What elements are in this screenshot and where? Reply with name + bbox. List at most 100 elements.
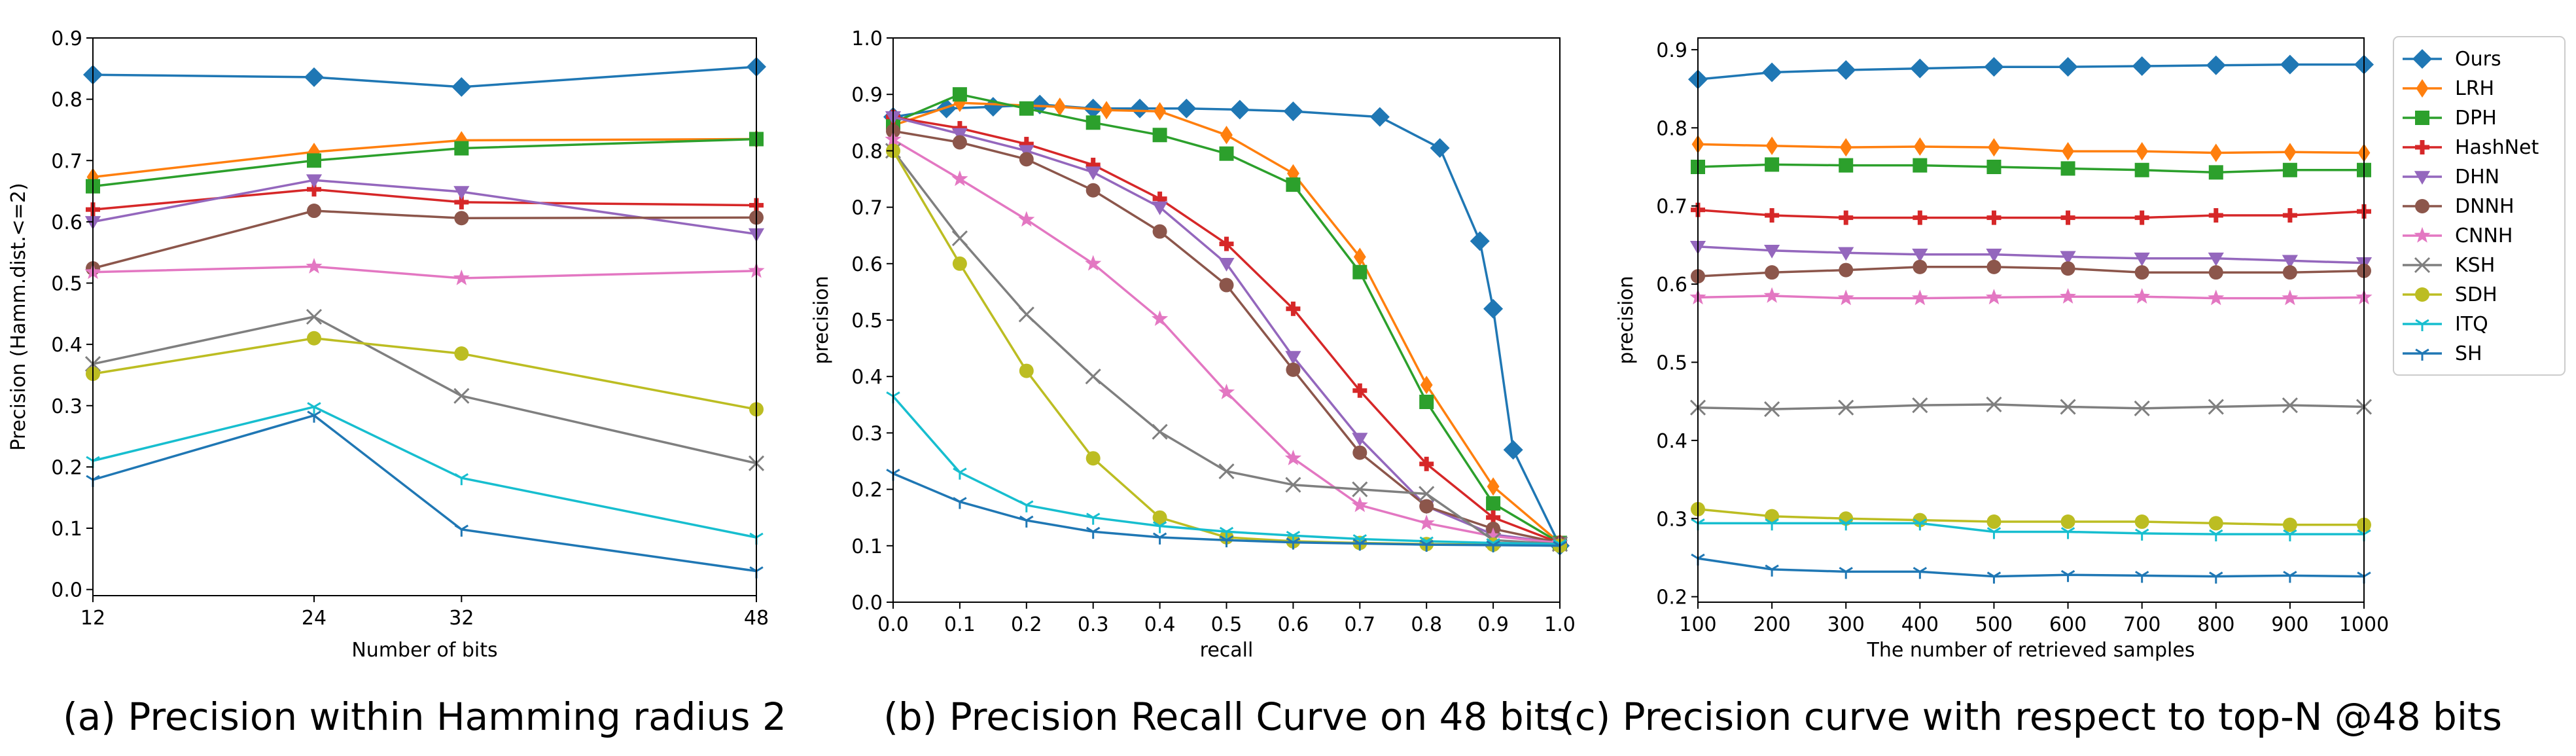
x-tick-label: 0.7	[1344, 613, 1375, 636]
marker-thin-diamond	[2416, 79, 2429, 98]
legend-label: HashNet	[2455, 136, 2539, 159]
series-line-hashnet	[92, 188, 757, 211]
marker-tri-b	[1765, 518, 1773, 524]
marker-tri-c	[1845, 567, 1853, 573]
marker-tri-down	[2134, 571, 2149, 583]
legend: Ours LRH DPH HashNet DHN DNNH CNNH KSH SDH ITQ SH	[2393, 36, 2566, 376]
marker-diamond	[1130, 98, 1150, 118]
marker-tri-down	[1419, 539, 1434, 552]
marker-tri-b	[1765, 564, 1773, 571]
marker-tri-c	[1492, 540, 1500, 547]
y-tick-label: 0.6	[1656, 274, 1687, 297]
marker-plus-v	[2420, 140, 2425, 154]
marker-triangle-down	[1912, 248, 1928, 262]
series-itq	[1691, 518, 2371, 542]
series-ksh	[1689, 396, 2373, 418]
x-tick-label: 800	[2197, 613, 2234, 636]
x-ticks: 100 200 300 400 500 600 700 800 900 1000	[1679, 602, 2389, 636]
marker-star	[453, 269, 470, 285]
marker-plus-v	[1290, 301, 1296, 316]
marker-circle	[1286, 362, 1301, 377]
legend-label: CNNH	[2455, 225, 2513, 247]
marker-x	[2134, 400, 2150, 416]
marker-circle	[1152, 510, 1167, 525]
y-tick-label: 0.1	[51, 518, 82, 541]
marker-diamond	[1470, 231, 1490, 251]
marker-x-b	[1764, 401, 1780, 418]
series-group	[82, 56, 767, 579]
marker-tri-b	[749, 532, 757, 539]
marker-star	[1351, 496, 1368, 513]
marker-star	[1763, 287, 1780, 303]
marker-tri-b	[1152, 532, 1161, 539]
marker-triangle-down	[1838, 247, 1854, 261]
marker-plus-v	[1991, 210, 1996, 225]
marker-tri-c	[1919, 518, 1928, 524]
y-tick-label: 1.0	[851, 27, 883, 50]
marker-tri-b	[1019, 515, 1027, 522]
series-line-sdh	[92, 337, 757, 411]
marker-diamond	[2280, 54, 2300, 75]
y-axis-label: precision	[1615, 276, 1638, 364]
marker-tri-down	[1839, 518, 1853, 531]
marker-plus	[2208, 208, 2223, 223]
series-line-dph	[1697, 163, 2364, 174]
y-ticks: 0.2 0.3 0.4 0.5 0.6 0.7 0.8 0.9	[1656, 39, 1698, 609]
marker-tri-c	[313, 410, 321, 417]
marker-plus-v	[1424, 456, 1429, 471]
marker-tri-b	[1086, 513, 1094, 518]
marker-plus-v	[1224, 236, 1229, 251]
panel-caption: (a) Precision within Hamming radius 2	[63, 694, 786, 739]
series-line-lrh	[92, 137, 757, 179]
marker-tri-down	[1219, 535, 1234, 548]
axes-frame	[1697, 37, 2365, 603]
marker-tri-b	[1286, 537, 1294, 543]
marker-tri-c	[1226, 526, 1234, 533]
marker-tri-down	[307, 410, 321, 423]
marker-star	[1152, 310, 1169, 326]
legend-item-lrh: LRH	[2403, 77, 2494, 100]
x-tick-label: 0.2	[1011, 613, 1042, 636]
series-sh	[886, 469, 1567, 553]
marker-triangle-down	[1285, 351, 1301, 365]
marker-tri-b	[953, 467, 961, 474]
marker-tri-c	[92, 475, 100, 481]
y-tick-label: 0.3	[851, 422, 883, 445]
marker-tri-c	[1993, 527, 2002, 533]
marker-x-b	[1986, 396, 2002, 413]
marker-diamond	[1283, 101, 1303, 122]
marker-tri-c	[1159, 521, 1167, 527]
marker-tri-b	[953, 497, 961, 503]
marker-thin-diamond	[1988, 138, 2000, 157]
marker-tri-b	[886, 469, 894, 475]
legend-label: DNNH	[2455, 195, 2514, 218]
marker-triangle-down	[2414, 171, 2431, 185]
legend-item-cnnh: CNNH	[2403, 225, 2513, 247]
marker-tri-b	[2283, 529, 2291, 535]
marker-plus-v	[1157, 191, 1163, 206]
marker-tri-down	[2060, 527, 2075, 539]
marker-tri-b	[2209, 529, 2217, 535]
series-line-cnnh	[92, 265, 757, 279]
marker-tri-c	[2289, 571, 2297, 577]
marker-tri-down	[1986, 571, 2002, 584]
marker-x-b	[1838, 399, 1854, 416]
marker-diamond	[1430, 138, 1450, 158]
marker-tri-b	[886, 391, 894, 397]
marker-star	[951, 170, 968, 187]
marker-star	[1218, 384, 1235, 399]
marker-square	[1839, 158, 1854, 173]
marker-thin-diamond	[1220, 126, 1233, 145]
series-line-ksh	[92, 315, 757, 465]
marker-tri-c	[1993, 571, 2002, 577]
marker-tri-b	[1486, 540, 1494, 547]
marker-star	[2414, 226, 2431, 243]
marker-x	[1838, 399, 1854, 416]
x-tick-label: 48	[744, 607, 769, 630]
marker-tri-b	[86, 475, 94, 481]
marker-tri-c	[1359, 534, 1367, 540]
marker-tri-b	[1419, 536, 1427, 543]
marker-tri-b	[1839, 567, 1847, 573]
marker-circle	[1765, 265, 1780, 280]
